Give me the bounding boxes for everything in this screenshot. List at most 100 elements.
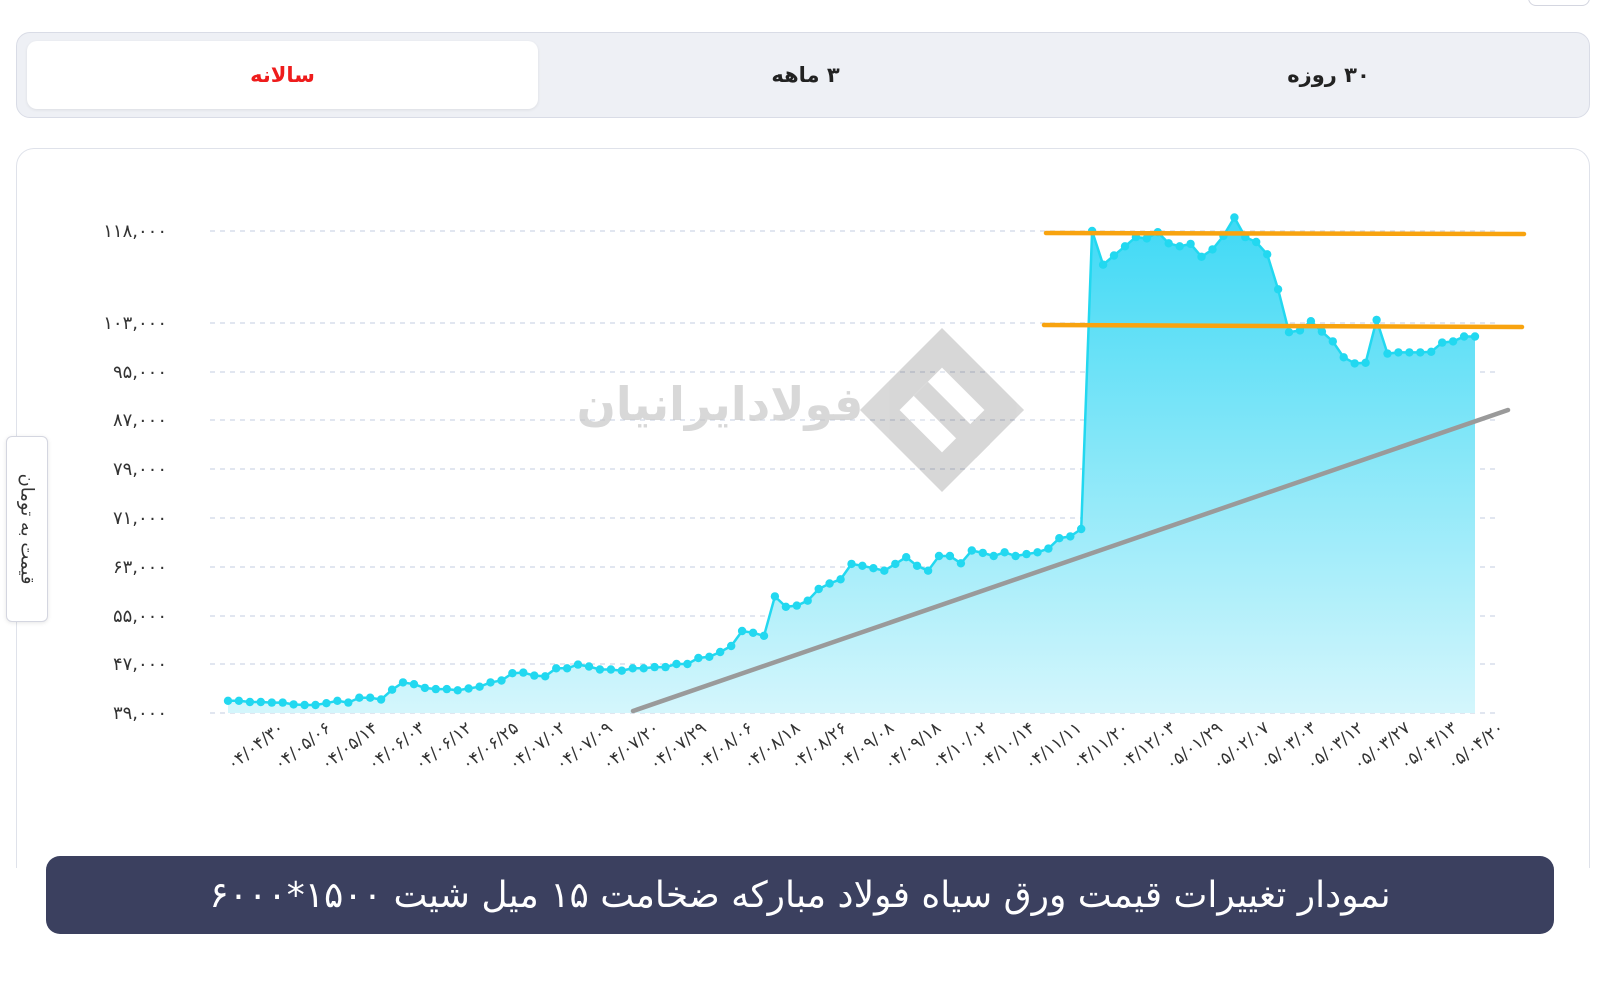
- data-point[interactable]: [1208, 245, 1217, 254]
- data-point[interactable]: [519, 668, 528, 677]
- data-point[interactable]: [1317, 327, 1327, 336]
- data-point[interactable]: [628, 664, 637, 673]
- data-point[interactable]: [573, 660, 583, 669]
- data-point[interactable]: [267, 698, 276, 707]
- data-point[interactable]: [409, 680, 419, 689]
- data-point[interactable]: [464, 684, 473, 693]
- data-point[interactable]: [223, 696, 233, 705]
- data-point[interactable]: [1022, 549, 1031, 559]
- data-point[interactable]: [475, 682, 484, 691]
- data-point[interactable]: [836, 575, 845, 584]
- data-point[interactable]: [694, 653, 703, 663]
- data-point[interactable]: [1470, 332, 1480, 341]
- data-point[interactable]: [1372, 315, 1381, 325]
- data-point[interactable]: [376, 695, 386, 704]
- tab-3-months[interactable]: ۳ ماهه: [771, 63, 840, 87]
- data-point[interactable]: [923, 566, 933, 575]
- data-point[interactable]: [1350, 359, 1359, 368]
- data-point[interactable]: [1164, 239, 1173, 248]
- data-point[interactable]: [978, 548, 987, 558]
- data-point[interactable]: [442, 684, 451, 694]
- data-point[interactable]: [1011, 551, 1020, 561]
- data-point[interactable]: [770, 592, 780, 601]
- data-point[interactable]: [344, 698, 353, 707]
- data-point[interactable]: [1383, 349, 1392, 358]
- data-point[interactable]: [1186, 239, 1195, 249]
- data-point[interactable]: [1448, 337, 1458, 346]
- data-point[interactable]: [431, 684, 440, 694]
- data-point[interactable]: [1459, 332, 1469, 341]
- data-point[interactable]: [792, 601, 801, 610]
- data-point[interactable]: [683, 659, 692, 669]
- data-point[interactable]: [1405, 348, 1414, 357]
- data-point[interactable]: [858, 561, 867, 570]
- data-point[interactable]: [1416, 348, 1425, 357]
- data-point[interactable]: [486, 678, 495, 687]
- data-point[interactable]: [595, 665, 605, 674]
- data-point[interactable]: [1175, 242, 1184, 251]
- data-point[interactable]: [245, 697, 255, 707]
- data-point[interactable]: [1033, 548, 1042, 557]
- data-point[interactable]: [661, 662, 670, 672]
- data-point[interactable]: [311, 700, 320, 710]
- data-point[interactable]: [705, 652, 714, 661]
- data-point[interactable]: [945, 551, 955, 561]
- data-point[interactable]: [420, 683, 430, 693]
- data-point[interactable]: [956, 559, 966, 568]
- data-point[interactable]: [639, 664, 648, 673]
- data-point[interactable]: [1263, 250, 1272, 259]
- data-point[interactable]: [814, 584, 823, 594]
- data-point[interactable]: [300, 700, 309, 710]
- data-point[interactable]: [672, 659, 681, 669]
- data-point[interactable]: [891, 559, 900, 569]
- data-point[interactable]: [289, 700, 298, 709]
- data-point[interactable]: [716, 647, 725, 657]
- data-point[interactable]: [989, 551, 998, 561]
- data-point[interactable]: [781, 602, 791, 611]
- data-point[interactable]: [934, 551, 944, 561]
- data-point[interactable]: [355, 693, 364, 702]
- data-point[interactable]: [530, 671, 539, 680]
- data-point[interactable]: [387, 685, 397, 694]
- data-point[interactable]: [1328, 337, 1338, 346]
- data-point[interactable]: [759, 631, 769, 640]
- data-point[interactable]: [1098, 260, 1108, 269]
- data-point[interactable]: [727, 641, 736, 651]
- data-point[interactable]: [1273, 285, 1283, 294]
- data-point[interactable]: [1438, 338, 1447, 347]
- data-point[interactable]: [1230, 213, 1239, 222]
- data-point[interactable]: [902, 553, 911, 562]
- data-point[interactable]: [825, 579, 834, 588]
- data-point[interactable]: [803, 596, 812, 605]
- data-point[interactable]: [234, 696, 244, 705]
- data-point[interactable]: [333, 696, 342, 705]
- data-point[interactable]: [584, 662, 594, 671]
- data-point[interactable]: [967, 546, 976, 555]
- data-point[interactable]: [366, 693, 375, 702]
- data-point[interactable]: [1000, 548, 1009, 557]
- data-point[interactable]: [847, 559, 856, 569]
- data-point[interactable]: [278, 698, 287, 707]
- data-point[interactable]: [1077, 524, 1086, 534]
- data-point[interactable]: [1427, 347, 1436, 356]
- data-point[interactable]: [497, 676, 506, 685]
- data-point[interactable]: [650, 662, 659, 672]
- data-point[interactable]: [869, 564, 878, 573]
- data-point[interactable]: [748, 628, 758, 637]
- data-point[interactable]: [1142, 234, 1152, 243]
- data-point[interactable]: [552, 664, 561, 673]
- data-point[interactable]: [1120, 242, 1130, 251]
- tab-30-days[interactable]: ۳۰ روزه: [1287, 63, 1370, 87]
- data-point[interactable]: [1361, 358, 1370, 367]
- data-point[interactable]: [256, 697, 265, 707]
- data-point[interactable]: [398, 678, 408, 687]
- data-point[interactable]: [1109, 251, 1119, 260]
- data-point[interactable]: [1044, 544, 1053, 553]
- data-point[interactable]: [1197, 252, 1206, 261]
- data-point[interactable]: [1339, 353, 1348, 362]
- data-point[interactable]: [1306, 317, 1316, 326]
- data-point[interactable]: [880, 566, 889, 575]
- data-point[interactable]: [737, 626, 747, 636]
- data-point[interactable]: [562, 664, 572, 673]
- data-point[interactable]: [1055, 534, 1064, 543]
